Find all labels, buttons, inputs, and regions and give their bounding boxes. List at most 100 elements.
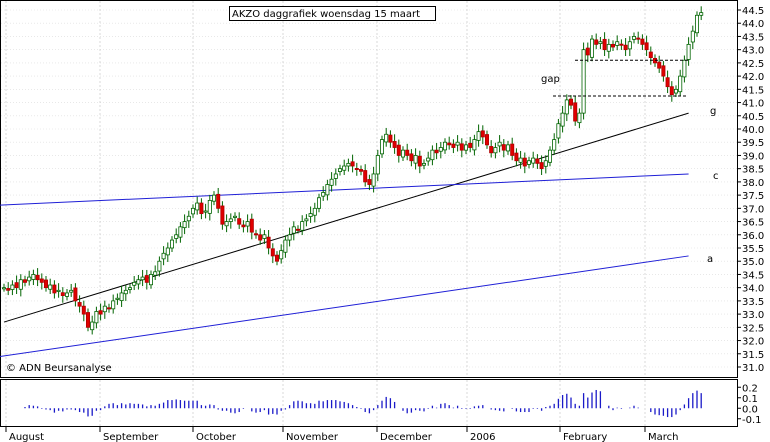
candle <box>627 41 632 50</box>
y-tick-label: 35.0 <box>742 257 764 268</box>
candle <box>531 157 536 164</box>
trend-a-label: a <box>707 254 713 265</box>
candle <box>98 310 103 315</box>
candle <box>505 144 510 152</box>
y-tick-label: 35.5 <box>742 244 764 255</box>
candle <box>388 134 393 143</box>
y-tick-label: 44.5 <box>742 6 764 17</box>
candle <box>434 149 439 154</box>
candle <box>262 234 267 239</box>
candle <box>510 143 515 156</box>
trend-c-label: c <box>713 171 719 182</box>
candle <box>279 250 284 260</box>
candle <box>52 284 57 294</box>
y-tick-label: 37.0 <box>742 204 764 215</box>
osc-tick-label: -0.1 <box>742 415 762 426</box>
y-tick-label: 40.0 <box>742 125 764 136</box>
candle <box>329 178 334 186</box>
candle <box>321 192 326 197</box>
gap-label: gap <box>541 74 560 85</box>
candle <box>543 160 548 167</box>
candle <box>472 139 477 151</box>
trendline-c <box>0 173 689 206</box>
candle <box>312 207 317 216</box>
y-tick-label: 40.5 <box>742 112 764 123</box>
x-tick-label: 2006 <box>470 432 495 442</box>
candle <box>44 279 49 289</box>
candle <box>60 292 65 296</box>
candle <box>426 157 431 162</box>
candle <box>560 112 565 127</box>
candle <box>405 149 410 156</box>
candle <box>283 239 288 253</box>
candle <box>178 226 183 238</box>
y-tick-label: 32.0 <box>742 337 764 348</box>
candle <box>6 288 11 291</box>
candle <box>86 312 91 328</box>
candle <box>661 65 666 77</box>
y-tick-label: 42.0 <box>742 72 764 83</box>
candle <box>480 130 485 138</box>
candle <box>468 142 473 148</box>
candle <box>409 153 414 162</box>
candle <box>228 218 233 222</box>
candle <box>611 43 616 48</box>
y-tick-label: 34.5 <box>742 270 764 281</box>
candle <box>632 36 637 40</box>
candle <box>161 252 166 260</box>
gap-lines <box>553 59 690 97</box>
candle <box>157 260 162 272</box>
candle <box>123 289 128 295</box>
candle <box>451 143 456 148</box>
y-tick-label: 36.0 <box>742 231 764 242</box>
x-tick-label: December <box>380 432 433 442</box>
x-tick-label: August <box>9 432 44 442</box>
candle <box>644 42 649 51</box>
candle <box>249 218 254 233</box>
candle <box>581 49 586 114</box>
candle <box>342 165 347 171</box>
title-box <box>229 6 436 21</box>
candle <box>220 205 225 225</box>
candle <box>484 134 489 146</box>
oscillator-bars <box>24 389 702 418</box>
candle <box>39 278 44 283</box>
osc-tick-label: 0.0 <box>742 404 758 415</box>
candle <box>18 279 23 290</box>
y-tick-label: 37.5 <box>742 191 764 202</box>
candle <box>232 215 237 218</box>
candle <box>535 158 540 164</box>
candle <box>455 141 460 146</box>
candle <box>640 38 645 45</box>
candle <box>258 234 263 241</box>
candle <box>115 297 120 300</box>
candle <box>585 47 590 56</box>
candle <box>367 179 372 185</box>
candle <box>346 162 351 167</box>
y-tick-label: 33.5 <box>742 297 764 308</box>
candle <box>695 14 700 34</box>
candle <box>590 38 595 58</box>
candle <box>602 38 607 51</box>
candle <box>598 41 603 44</box>
trend-g-label: g <box>710 106 716 117</box>
candle <box>396 144 401 156</box>
candle <box>636 37 641 40</box>
candle <box>674 88 679 94</box>
candle <box>442 141 447 151</box>
candle <box>308 213 313 217</box>
y-tick-label: 41.5 <box>742 85 764 96</box>
candle <box>174 234 179 239</box>
candle <box>438 147 443 152</box>
candle <box>69 289 74 293</box>
y-tick-label: 32.5 <box>742 323 764 334</box>
candle <box>22 279 27 283</box>
trendline-g <box>3 112 689 323</box>
candle <box>203 210 208 213</box>
candle <box>527 160 532 165</box>
y-tick-label: 31.0 <box>742 363 764 374</box>
candle <box>207 199 212 214</box>
candle <box>73 287 78 302</box>
candle <box>27 276 32 282</box>
